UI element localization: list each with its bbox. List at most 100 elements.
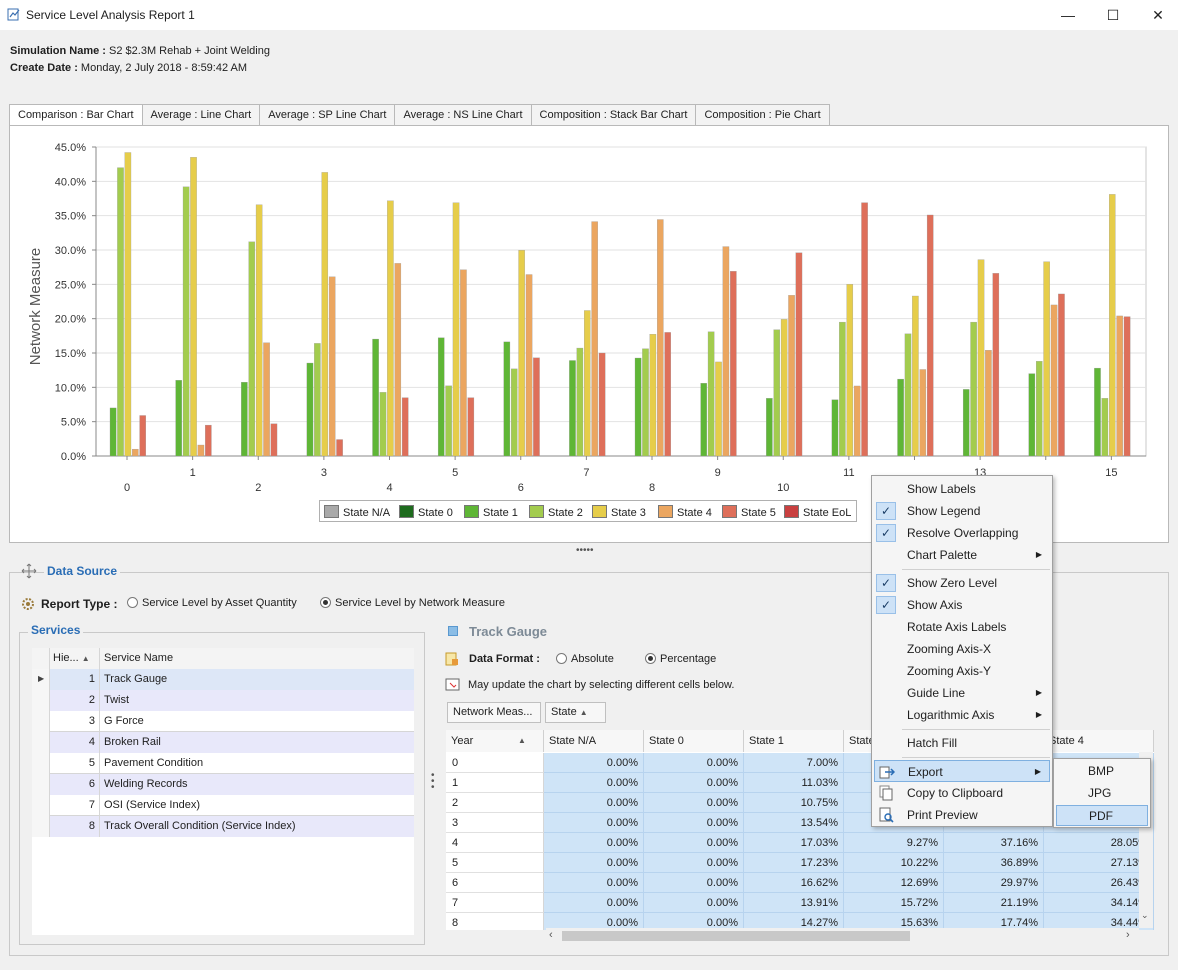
menu-item-show-legend[interactable]: Show Legend ✓ bbox=[874, 500, 1050, 522]
bar-chart[interactable]: 0.0%5.0%10.0%15.0%20.0%25.0%30.0%35.0%40… bbox=[20, 137, 1157, 532]
grid-value-cell[interactable]: 0.00% bbox=[544, 913, 644, 930]
grid-value-cell[interactable]: 0.00% bbox=[644, 753, 744, 773]
vertical-splitter-handle[interactable]: • • • bbox=[431, 770, 435, 793]
service-row[interactable]: 4 Broken Rail bbox=[32, 732, 414, 753]
grid-value-cell[interactable]: 34.44% bbox=[1044, 913, 1154, 930]
legend-item[interactable]: State EoL bbox=[784, 505, 851, 519]
menu-item-zooming-axis-x[interactable]: Zooming Axis-X bbox=[874, 638, 1050, 660]
grid-value-cell[interactable]: 17.03% bbox=[744, 833, 844, 853]
radio-circle[interactable] bbox=[320, 597, 331, 608]
grid-row[interactable]: 5 0.00% 0.00% 17.23% 10.22% 36.89% 27.13% bbox=[446, 853, 1154, 873]
radio-absolute[interactable]: Absolute bbox=[556, 653, 614, 665]
grid-value-cell[interactable]: 0.00% bbox=[544, 793, 644, 813]
grid-value-cell[interactable]: 0.00% bbox=[544, 833, 644, 853]
grid-value-cell[interactable]: 27.13% bbox=[1044, 853, 1154, 873]
menu-item-zooming-axis-y[interactable]: Zooming Axis-Y bbox=[874, 660, 1050, 682]
export-pdf-item[interactable]: PDF bbox=[1056, 805, 1148, 826]
grid-value-cell[interactable]: 0.00% bbox=[644, 853, 744, 873]
menu-item-guide-line[interactable]: Guide Line ▶ bbox=[874, 682, 1050, 704]
legend-item[interactable]: State 4 bbox=[658, 505, 712, 519]
group-by-state-button[interactable]: State ▲ bbox=[545, 702, 606, 723]
grid-row[interactable]: 3 0.00% 0.00% 13.54% bbox=[446, 813, 1154, 833]
grid-value-cell[interactable]: 17.23% bbox=[744, 853, 844, 873]
scroll-right-icon[interactable]: › bbox=[1126, 929, 1130, 941]
radio-asset-quantity[interactable]: Service Level by Asset Quantity bbox=[127, 597, 297, 609]
menu-item-resolve-overlapping[interactable]: Resolve Overlapping ✓ bbox=[874, 522, 1050, 544]
splitter-handle[interactable]: ••••• bbox=[576, 545, 594, 556]
grid-row[interactable]: 4 0.00% 0.00% 17.03% 9.27% 37.16% 28.05% bbox=[446, 833, 1154, 853]
grid-value-cell[interactable]: 36.89% bbox=[944, 853, 1044, 873]
grid-value-cell[interactable]: 0.00% bbox=[544, 853, 644, 873]
menu-item-show-axis[interactable]: Show Axis ✓ bbox=[874, 594, 1050, 616]
menu-item-hatch-fill[interactable]: Hatch Fill bbox=[874, 732, 1050, 754]
grid-year-cell[interactable]: 2 bbox=[446, 793, 544, 813]
grid-value-cell[interactable]: 14.27% bbox=[744, 913, 844, 930]
grid-value-cell[interactable]: 12.69% bbox=[844, 873, 944, 893]
service-row[interactable]: 5 Pavement Condition bbox=[32, 753, 414, 774]
grid-value-cell[interactable]: 7.00% bbox=[744, 753, 844, 773]
close-button[interactable]: ✕ bbox=[1152, 7, 1164, 23]
grid-value-cell[interactable]: 0.00% bbox=[544, 773, 644, 793]
grid-year-cell[interactable]: 3 bbox=[446, 813, 544, 833]
menu-item-chart-palette[interactable]: Chart Palette ▶ bbox=[874, 544, 1050, 566]
legend-item[interactable]: State 5 bbox=[722, 505, 776, 519]
grid-value-cell[interactable]: 13.91% bbox=[744, 893, 844, 913]
tab-average-ns-line-chart[interactable]: Average : NS Line Chart bbox=[394, 104, 532, 126]
legend-item[interactable]: State 2 bbox=[529, 505, 583, 519]
grid-year-cell[interactable]: 7 bbox=[446, 893, 544, 913]
grid-value-cell[interactable]: 9.27% bbox=[844, 833, 944, 853]
minimize-button[interactable]: — bbox=[1061, 7, 1075, 23]
service-row[interactable]: 1 Track Gauge ▶ bbox=[32, 669, 414, 690]
grid-value-cell[interactable]: 0.00% bbox=[544, 753, 644, 773]
grid-value-cell[interactable]: 11.03% bbox=[744, 773, 844, 793]
grid-row[interactable]: 8 0.00% 0.00% 14.27% 15.63% 17.74% 34.44% bbox=[446, 913, 1154, 930]
grid-header-cell[interactable]: State N/A bbox=[544, 730, 644, 752]
tab-average-line-chart[interactable]: Average : Line Chart bbox=[141, 104, 261, 126]
grid-value-cell[interactable]: 0.00% bbox=[644, 773, 744, 793]
legend-item[interactable]: State 3 bbox=[592, 505, 646, 519]
menu-item-show-labels[interactable]: Show Labels bbox=[874, 478, 1050, 500]
menu-item-logarithmic-axis[interactable]: Logarithmic Axis ▶ bbox=[874, 704, 1050, 726]
menu-item-show-zero-level[interactable]: Show Zero Level ✓ bbox=[874, 572, 1050, 594]
grid-year-cell[interactable]: 1 bbox=[446, 773, 544, 793]
scroll-left-icon[interactable]: ‹ bbox=[549, 929, 553, 941]
grid-year-cell[interactable]: 5 bbox=[446, 853, 544, 873]
group-by-network-measure-button[interactable]: Network Meas... bbox=[447, 702, 541, 723]
grid-header-cell[interactable]: State 1 bbox=[744, 730, 844, 752]
grid-header-cell[interactable]: State 0 bbox=[644, 730, 744, 752]
export-bmp-item[interactable]: BMP bbox=[1088, 764, 1115, 778]
grid-value-cell[interactable]: 0.00% bbox=[644, 793, 744, 813]
grid-value-cell[interactable]: 15.72% bbox=[844, 893, 944, 913]
grid-value-cell[interactable]: 34.14% bbox=[1044, 893, 1154, 913]
grid-value-cell[interactable]: 10.75% bbox=[744, 793, 844, 813]
scroll-thumb[interactable] bbox=[562, 931, 910, 941]
grid-value-cell[interactable]: 16.62% bbox=[744, 873, 844, 893]
radio-percentage[interactable]: Percentage bbox=[645, 653, 716, 665]
tab-composition-pie-chart[interactable]: Composition : Pie Chart bbox=[695, 104, 830, 126]
tab-average-sp-line-chart[interactable]: Average : SP Line Chart bbox=[259, 104, 396, 126]
grid-value-cell[interactable]: 17.74% bbox=[944, 913, 1044, 930]
service-row[interactable]: 8 Track Overall Condition (Service Index) bbox=[32, 816, 414, 837]
grid-value-cell[interactable]: 13.54% bbox=[744, 813, 844, 833]
tab-comparison-bar-chart[interactable]: Comparison : Bar Chart bbox=[9, 104, 143, 127]
radio-circle[interactable] bbox=[127, 597, 138, 608]
grid-year-cell[interactable]: 0 bbox=[446, 753, 544, 773]
grid-year-cell[interactable]: 4 bbox=[446, 833, 544, 853]
menu-item-rotate-axis-labels[interactable]: Rotate Axis Labels bbox=[874, 616, 1050, 638]
menu-item-export[interactable]: Export ▶ bbox=[874, 760, 1050, 782]
grid-value-cell[interactable]: 28.05% bbox=[1044, 833, 1154, 853]
grid-value-cell[interactable]: 21.19% bbox=[944, 893, 1044, 913]
export-jpg-item[interactable]: JPG bbox=[1088, 786, 1112, 800]
grid-value-cell[interactable]: 0.00% bbox=[644, 813, 744, 833]
service-row[interactable]: 2 Twist bbox=[32, 690, 414, 711]
grid-value-cell[interactable]: 0.00% bbox=[644, 893, 744, 913]
grid-year-cell[interactable]: 8 bbox=[446, 913, 544, 930]
service-row[interactable]: 3 G Force bbox=[32, 711, 414, 732]
horizontal-scrollbar[interactable]: ‹ › bbox=[546, 928, 1139, 944]
chart-area[interactable]: 0.0% 5.0% 10.0% 15.0% 20.0% 25.0% 30.0% 35.0% 40… bbox=[20, 137, 1157, 532]
header-service-name[interactable]: Service Name bbox=[100, 648, 414, 669]
grid-value-cell[interactable]: 0.00% bbox=[544, 813, 644, 833]
legend-item[interactable]: State 0 bbox=[399, 505, 453, 519]
grid-year-cell[interactable]: 6 bbox=[446, 873, 544, 893]
grid-value-cell[interactable]: 37.16% bbox=[944, 833, 1044, 853]
